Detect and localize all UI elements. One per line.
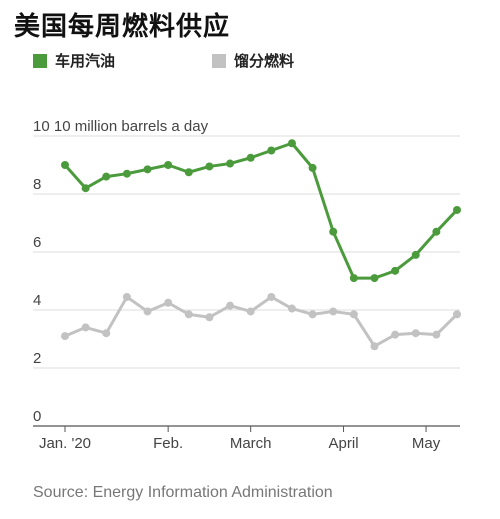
legend-item-gasoline: 车用汽油 bbox=[33, 50, 115, 71]
data-point-gasoline bbox=[246, 153, 255, 162]
legend-label-gasoline: 车用汽油 bbox=[55, 52, 116, 70]
data-point-distillate bbox=[61, 332, 69, 341]
data-point-distillate bbox=[122, 292, 131, 301]
x-tick-label: March bbox=[230, 435, 272, 452]
data-point-distillate bbox=[287, 304, 296, 313]
data-point-distillate bbox=[453, 310, 461, 319]
data-point-gasoline bbox=[349, 274, 358, 283]
y-tick-label: 10 10 million barrels a day bbox=[33, 118, 209, 135]
x-tick-label: Jan. '20 bbox=[39, 435, 91, 452]
series-line-distillate bbox=[63, 295, 459, 348]
legend: 车用汽油 馏分燃料 bbox=[0, 50, 500, 74]
data-point-distillate bbox=[432, 330, 441, 339]
data-point-gasoline bbox=[143, 165, 152, 174]
legend-swatch-distillate bbox=[212, 53, 226, 68]
data-point-gasoline bbox=[287, 139, 296, 148]
x-tick-label: Feb. bbox=[153, 435, 183, 452]
data-point-gasoline bbox=[122, 169, 131, 178]
data-point-gasoline bbox=[81, 184, 90, 193]
data-point-gasoline bbox=[308, 163, 317, 172]
y-tick-label: 4 bbox=[33, 292, 41, 309]
data-point-distillate bbox=[184, 310, 193, 319]
data-point-gasoline bbox=[226, 159, 235, 168]
data-point-gasoline bbox=[164, 161, 173, 169]
data-point-gasoline bbox=[61, 161, 69, 169]
x-tick-label: April bbox=[329, 435, 359, 452]
data-point-distillate bbox=[391, 330, 400, 339]
y-tick-label: 0 bbox=[33, 408, 41, 425]
data-point-distillate bbox=[226, 301, 235, 310]
data-point-distillate bbox=[102, 329, 111, 338]
y-tick-label: 6 bbox=[33, 234, 41, 251]
data-point-distillate bbox=[81, 323, 90, 332]
data-point-distillate bbox=[308, 310, 317, 319]
data-point-distillate bbox=[246, 307, 255, 316]
data-point-gasoline bbox=[205, 162, 214, 171]
data-point-gasoline bbox=[329, 227, 338, 236]
series-line-gasoline bbox=[63, 141, 459, 280]
data-point-distillate bbox=[329, 307, 338, 316]
data-point-distillate bbox=[349, 310, 358, 319]
source-note: Source: Energy Information Administratio… bbox=[33, 484, 333, 501]
y-tick-label: 8 bbox=[33, 176, 41, 193]
data-point-distillate bbox=[205, 313, 214, 322]
data-point-gasoline bbox=[453, 205, 461, 214]
data-point-gasoline bbox=[411, 250, 420, 259]
data-point-distillate bbox=[411, 329, 420, 338]
data-point-distillate bbox=[164, 298, 173, 307]
data-point-gasoline bbox=[102, 172, 111, 181]
data-point-gasoline bbox=[432, 227, 441, 236]
data-point-gasoline bbox=[184, 168, 193, 177]
data-point-distillate bbox=[143, 307, 152, 316]
x-tick-label: May bbox=[412, 435, 441, 452]
data-point-gasoline bbox=[370, 274, 379, 283]
chart-title: 美国每周燃料供应 bbox=[14, 12, 231, 42]
legend-swatch-gasoline bbox=[33, 53, 47, 68]
data-point-distillate bbox=[370, 342, 379, 351]
legend-label-distillate: 馏分燃料 bbox=[234, 52, 295, 70]
data-point-gasoline bbox=[391, 266, 400, 275]
legend-item-distillate: 馏分燃料 bbox=[212, 50, 294, 71]
data-point-distillate bbox=[267, 292, 276, 301]
data-point-gasoline bbox=[267, 146, 276, 155]
y-tick-label: 2 bbox=[33, 350, 41, 367]
